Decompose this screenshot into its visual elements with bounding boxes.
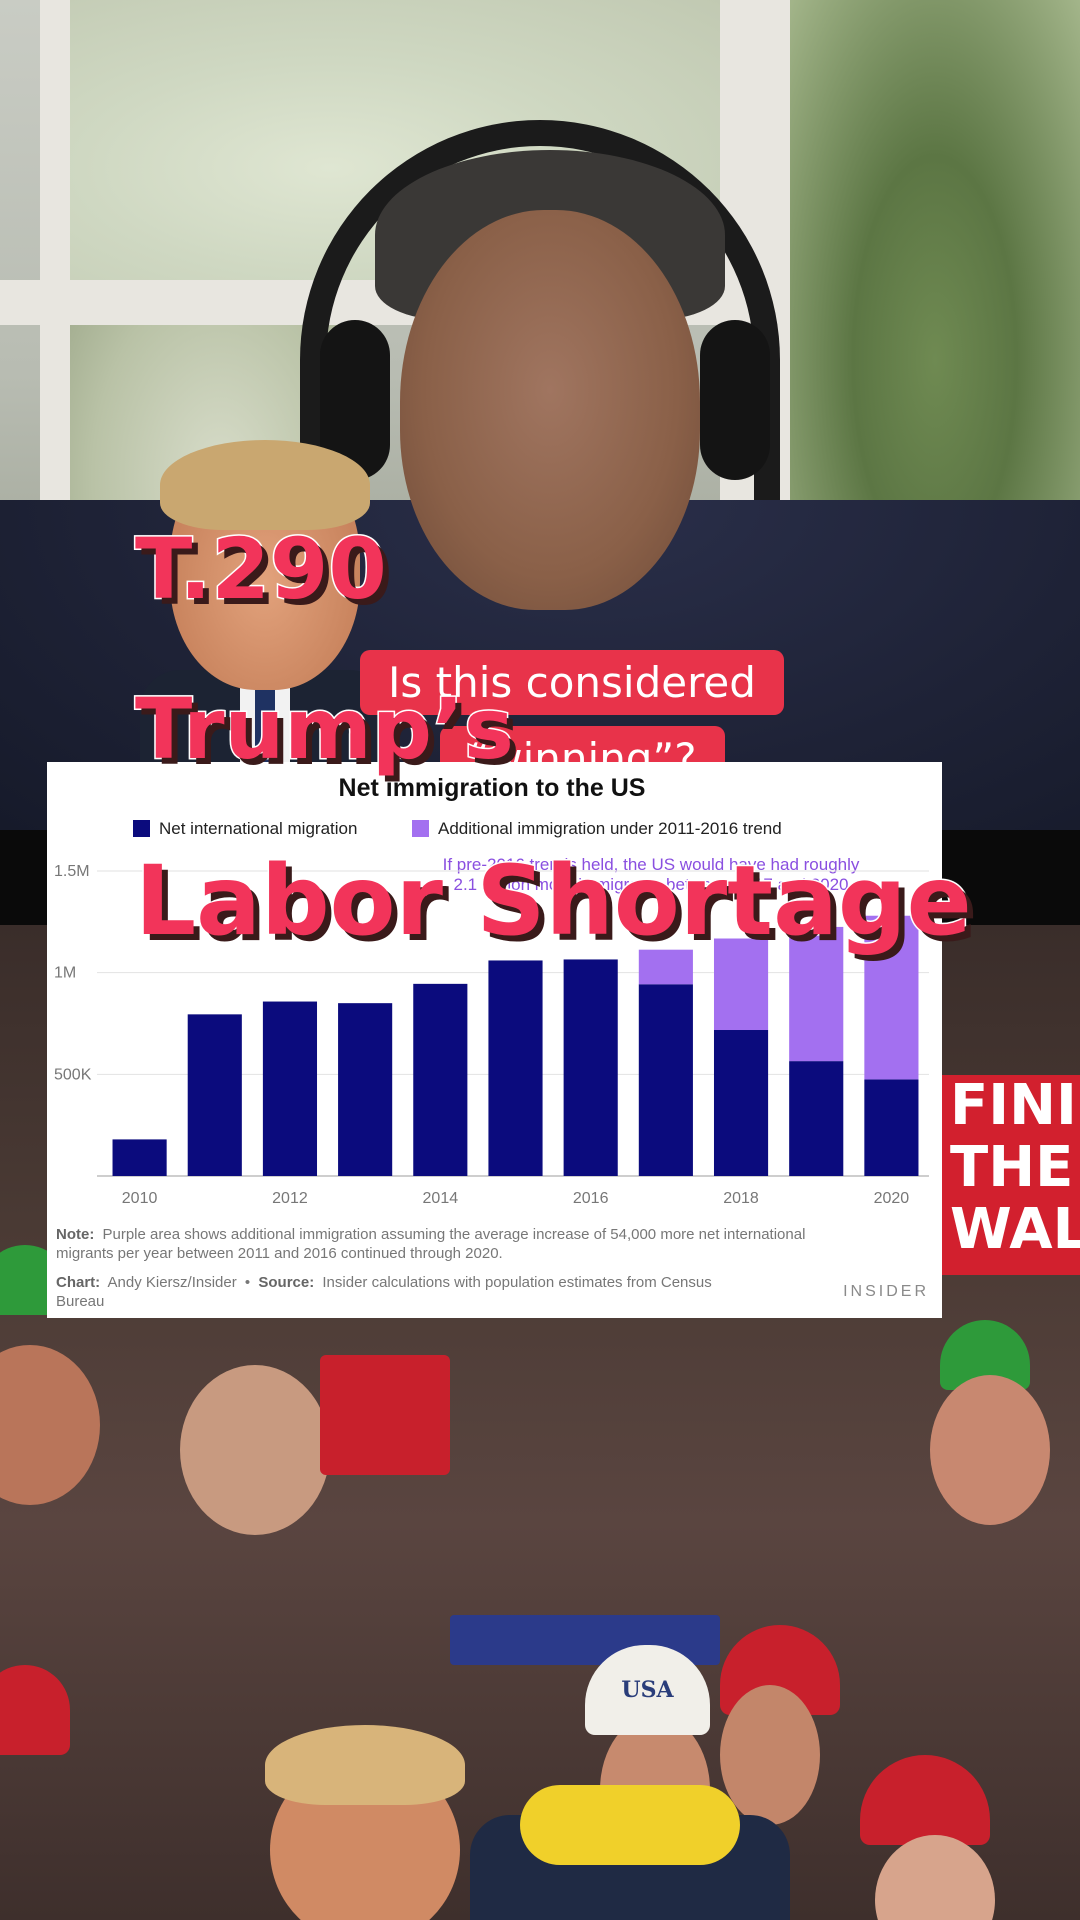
note-line-2: migrants per year between 2011 and 2016 …	[56, 1245, 503, 1262]
x-axis-ticks: 2010 2012 2014 2016 2018 2020	[122, 1190, 910, 1207]
crowd-jacket-trim	[520, 1785, 740, 1865]
bar-net-migration	[789, 1061, 844, 1176]
chart-annotation: If pre-2016 trends held, the US would ha…	[443, 855, 860, 947]
x-tick-label: 2010	[122, 1190, 158, 1207]
annotation-line-2: 2.1 million more immigrants between 2017…	[453, 875, 848, 894]
y-tick-label: 1.5M	[54, 863, 90, 880]
x-tick-label: 2020	[874, 1190, 910, 1207]
bar-net-migration	[864, 1079, 919, 1176]
annotation-line-1: If pre-2016 trends held, the US would ha…	[443, 855, 860, 874]
x-tick-label: 2012	[272, 1190, 308, 1207]
y-tick-label: 1M	[54, 965, 76, 982]
crowd-hat	[860, 1755, 990, 1845]
crowd-hat	[0, 1665, 70, 1755]
bar-net-migration	[413, 983, 468, 1176]
immigration-chart-card: Net immigration to the US Net internatio…	[47, 762, 942, 1318]
legend-label-additional: Additional immigration under 2011-2016 t…	[438, 819, 782, 838]
legend-swatch-net-migration	[133, 820, 150, 837]
crowd-head	[0, 1345, 100, 1505]
bar-additional-immigration	[864, 915, 919, 1080]
x-tick-label: 2014	[423, 1190, 459, 1207]
source-label: Source:	[258, 1274, 314, 1291]
bar-net-migration	[488, 960, 543, 1176]
bar-net-migration	[713, 1030, 769, 1176]
x-tick-label: 2018	[723, 1190, 759, 1207]
chart-title: Net immigration to the US	[339, 774, 646, 802]
credit-bullet: •	[245, 1274, 250, 1291]
overlay-title-line-3: Labor Shortage	[134, 844, 974, 959]
crowd-sign	[320, 1355, 450, 1475]
usa-hat: USA	[585, 1645, 710, 1735]
overlay-title-episode: T.290	[134, 519, 389, 620]
caption-line-1: Is this considered	[360, 650, 784, 715]
bar-net-migration	[638, 984, 693, 1176]
bar-net-migration	[563, 959, 618, 1176]
crowd-foreground-hair	[265, 1725, 465, 1805]
source-line-1: Insider calculations with population est…	[322, 1274, 711, 1291]
chart-legend: Net international migration Additional i…	[133, 819, 782, 838]
immigration-bar-chart: Net immigration to the US Net internatio…	[54, 774, 929, 1310]
bar-additional-immigration	[789, 926, 844, 1062]
annotation-arrow-icon: ↓	[652, 907, 681, 947]
crowd-head	[180, 1365, 330, 1535]
y-axis-ticks: 500K 1M 1.5M	[54, 863, 92, 1083]
bar-additional-immigration	[638, 949, 693, 985]
overlay-title-line-2: Trump’s	[134, 679, 516, 780]
legend-swatch-additional	[412, 820, 429, 837]
inset-hair	[160, 440, 370, 530]
source-line-2: Bureau	[56, 1293, 104, 1310]
chart-footnotes: Note: Purple area shows additional immig…	[56, 1226, 929, 1310]
finish-the-wall-sign: FINISH THE WALL	[940, 1075, 1080, 1275]
bar-additional-immigration	[713, 938, 769, 1031]
note-text: Note: Purple area shows additional immig…	[56, 1226, 805, 1243]
bar-net-migration	[262, 1001, 318, 1176]
host-face	[400, 210, 700, 610]
bar-net-migration	[187, 1014, 242, 1176]
note-line-1: Purple area shows additional immigration…	[103, 1226, 806, 1243]
crowd-head	[720, 1685, 820, 1825]
x-tick-label: 2016	[573, 1190, 609, 1207]
bar-net-migration	[338, 1003, 393, 1176]
insider-logo: INSIDER	[843, 1283, 929, 1300]
chart-credit: Andy Kiersz/Insider	[108, 1274, 237, 1291]
headphone-cup-right	[700, 320, 770, 480]
note-label: Note:	[56, 1226, 94, 1243]
chart-credit-label: Chart:	[56, 1274, 100, 1291]
credit-line: Chart: Andy Kiersz/Insider • Source: Ins…	[56, 1274, 712, 1291]
chart-bars	[112, 915, 919, 1176]
crowd-head	[875, 1835, 995, 1920]
legend-label-net-migration: Net international migration	[159, 819, 357, 838]
bar-net-migration	[112, 1139, 167, 1176]
crowd-head	[930, 1375, 1050, 1525]
y-tick-label: 500K	[54, 1066, 92, 1083]
podcast-video-frame: Is this considered “winning”?	[0, 0, 1080, 830]
